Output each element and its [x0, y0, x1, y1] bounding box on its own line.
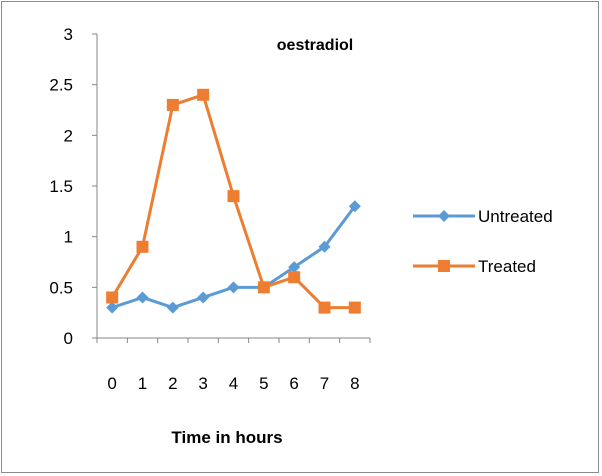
y-tick-label: 0.5	[49, 278, 73, 297]
legend: Untreated Treated	[413, 207, 553, 276]
x-tick-label: 1	[138, 374, 147, 393]
data-point	[318, 240, 331, 253]
data-point	[106, 301, 119, 314]
series-layer	[106, 88, 361, 314]
data-point	[348, 200, 361, 213]
legend-label: Treated	[478, 257, 536, 276]
x-axis-title: Time in hours	[171, 428, 282, 447]
y-tick-label: 1	[64, 228, 73, 247]
x-tick-label: 0	[107, 374, 116, 393]
x-axis: 0 1 2 3 4 5 6 7 8	[96, 337, 371, 393]
legend-swatch-marker	[438, 210, 450, 222]
x-tick-label: 3	[198, 374, 207, 393]
x-tick-label: 7	[320, 374, 329, 393]
x-tick-label: 4	[229, 374, 238, 393]
data-point	[227, 281, 240, 294]
data-point	[318, 301, 331, 314]
series-treated	[106, 88, 361, 314]
y-tick-label: 2.5	[49, 76, 73, 95]
x-tick-label: 8	[350, 374, 359, 393]
y-tick-label: 0	[64, 329, 73, 348]
legend-swatch-marker	[438, 260, 450, 272]
data-point	[197, 88, 210, 101]
chart-title: oestradiol	[277, 37, 353, 54]
y-tick-label: 2	[64, 126, 73, 145]
legend-label: Untreated	[478, 207, 553, 226]
data-point	[288, 261, 301, 274]
data-point	[166, 98, 179, 111]
data-point	[136, 240, 149, 253]
data-point	[288, 271, 301, 284]
legend-item: Untreated	[413, 207, 553, 226]
legend-item: Treated	[413, 257, 536, 276]
data-point	[136, 291, 149, 304]
x-tick-label: 5	[259, 374, 268, 393]
data-point	[227, 190, 240, 203]
y-tick-label: 1.5	[49, 177, 73, 196]
series-untreated	[106, 200, 361, 314]
y-tick-label: 3	[64, 25, 73, 44]
y-axis: 0 0.5 1 1.5 2 2.5 3	[49, 25, 98, 348]
data-point	[106, 291, 119, 304]
x-tick-label: 2	[168, 374, 177, 393]
x-tick-label: 6	[289, 374, 298, 393]
data-point	[166, 301, 179, 314]
data-point	[348, 301, 361, 314]
data-point	[197, 291, 210, 304]
data-point	[257, 281, 270, 294]
